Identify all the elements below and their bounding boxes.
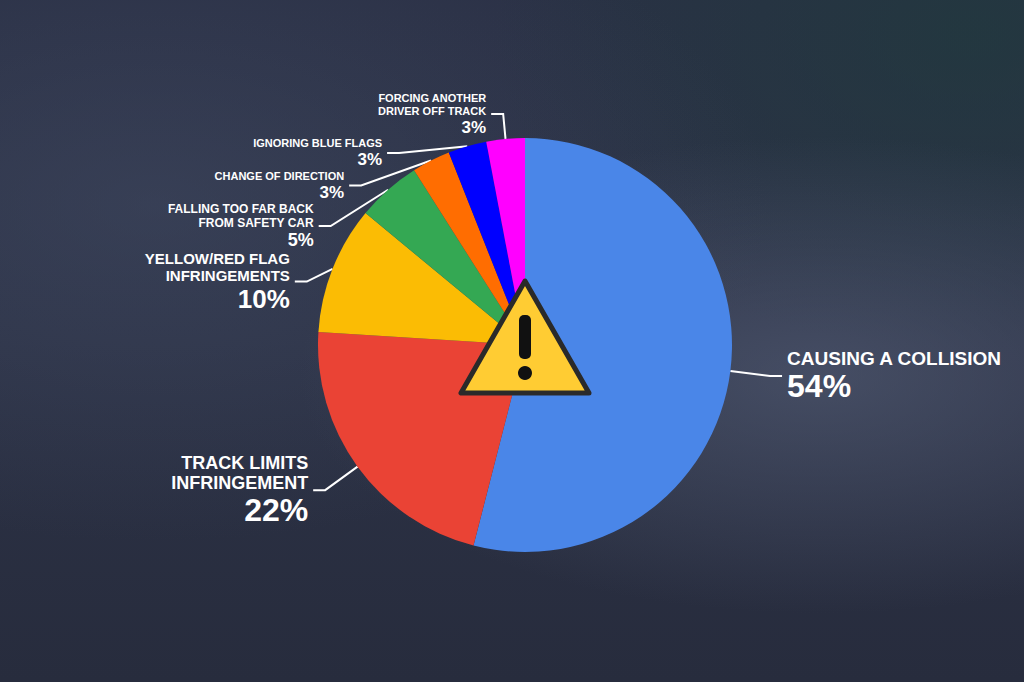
svg-text:TRACK LIMITS: TRACK LIMITS (181, 453, 308, 473)
svg-text:IGNORING BLUE FLAGS: IGNORING BLUE FLAGS (253, 137, 382, 149)
svg-text:INFRINGEMENT: INFRINGEMENT (171, 473, 308, 493)
svg-text:DRIVER OFF TRACK: DRIVER OFF TRACK (378, 105, 486, 117)
svg-text:5%: 5% (288, 230, 314, 250)
svg-text:10%: 10% (238, 284, 290, 314)
svg-text:CAUSING A COLLISION: CAUSING A COLLISION (787, 348, 1001, 369)
svg-text:3%: 3% (358, 150, 383, 169)
svg-text:3%: 3% (320, 183, 345, 202)
svg-text:YELLOW/RED FLAG: YELLOW/RED FLAG (145, 250, 290, 267)
svg-text:FALLING TOO FAR BACK: FALLING TOO FAR BACK (168, 202, 314, 216)
svg-text:3%: 3% (462, 118, 487, 137)
svg-text:INFRINGEMENTS: INFRINGEMENTS (166, 267, 290, 284)
svg-text:FROM SAFETY CAR: FROM SAFETY CAR (199, 216, 314, 230)
svg-text:CHANGE OF DIRECTION: CHANGE OF DIRECTION (215, 170, 345, 182)
svg-text:54%: 54% (787, 368, 851, 404)
svg-text:FORCING ANOTHER: FORCING ANOTHER (378, 92, 486, 104)
svg-text:22%: 22% (244, 492, 308, 528)
